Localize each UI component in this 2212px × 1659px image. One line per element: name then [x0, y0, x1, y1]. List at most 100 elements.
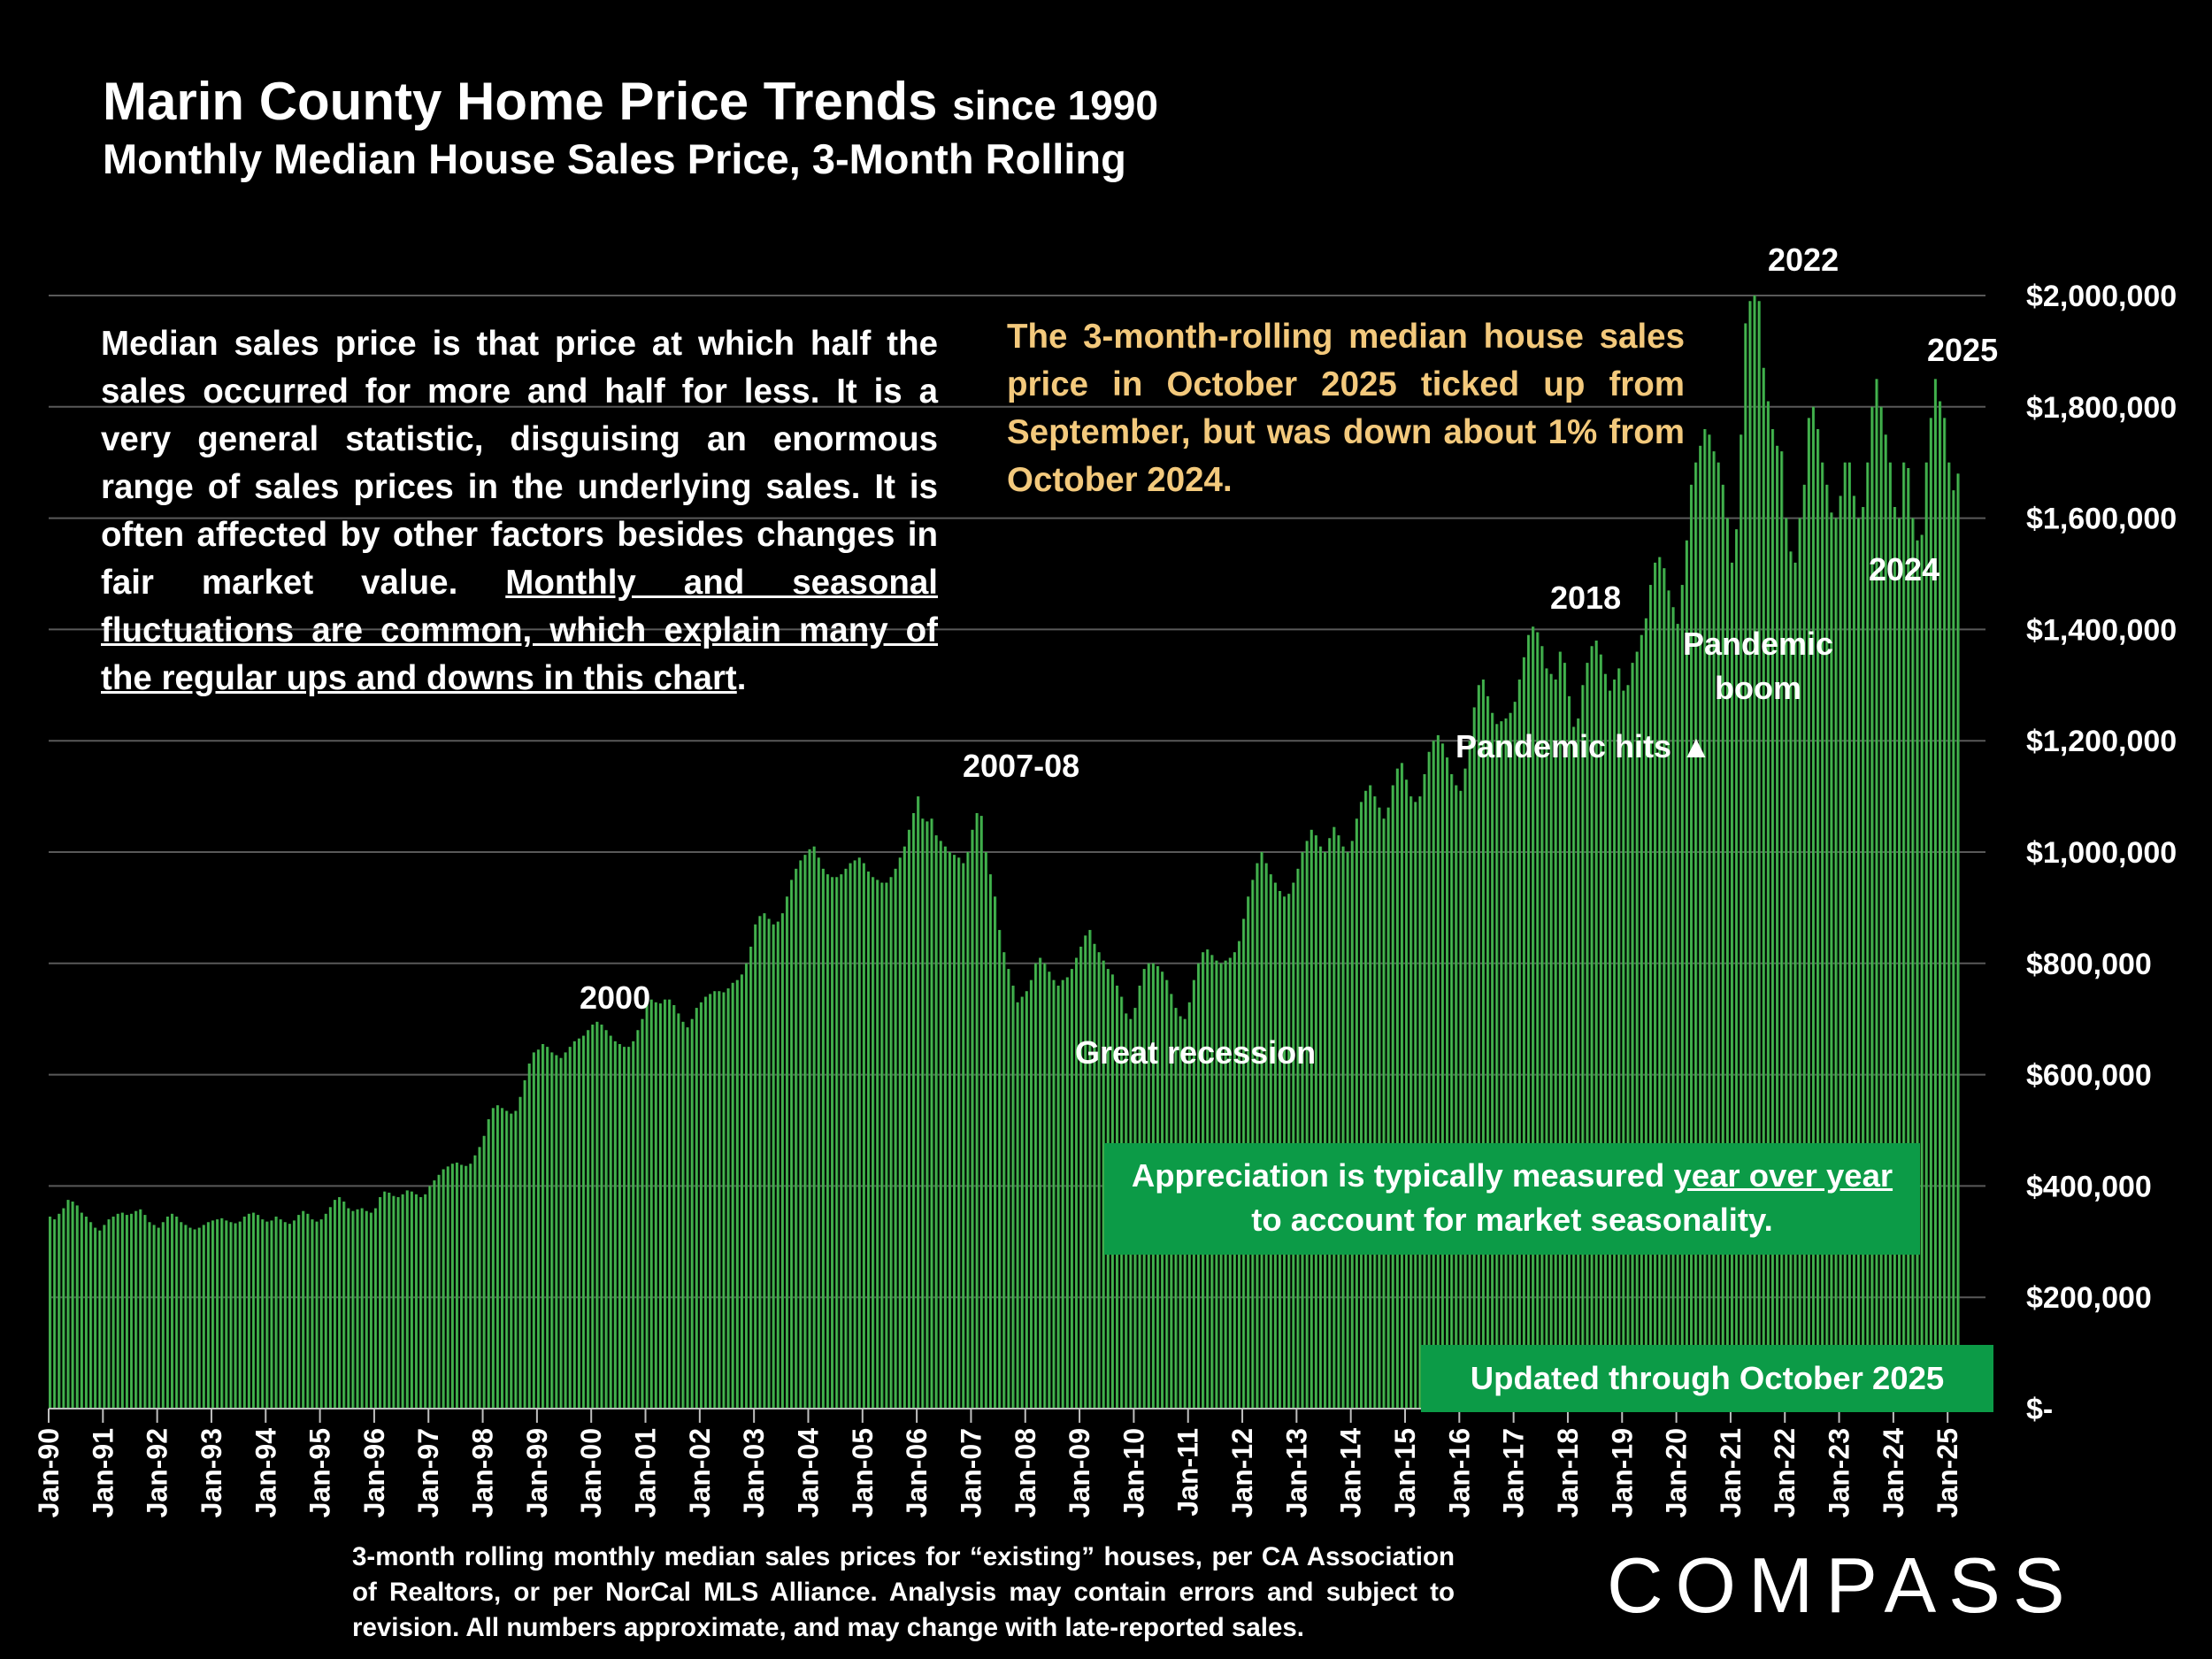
annotation: Great recession	[1075, 1034, 1316, 1071]
bar-highlight	[203, 1225, 204, 1409]
bar-highlight	[1844, 462, 1846, 1409]
bar-highlight	[777, 921, 779, 1409]
bar-highlight	[1053, 979, 1055, 1409]
bar-highlight	[1699, 445, 1701, 1409]
bar-highlight	[722, 992, 725, 1409]
bar-highlight	[469, 1164, 472, 1409]
bar-highlight	[139, 1209, 141, 1409]
bar-highlight	[62, 1208, 65, 1409]
bar-highlight	[1677, 624, 1678, 1409]
bar-highlight	[451, 1164, 453, 1409]
bar-highlight	[438, 1174, 440, 1409]
bar-highlight	[1649, 585, 1651, 1409]
bar-highlight	[578, 1038, 580, 1409]
bar-highlight	[175, 1216, 177, 1409]
bar-highlight	[1017, 1002, 1018, 1409]
bar-highlight	[1347, 852, 1348, 1409]
bar-highlight	[541, 1044, 543, 1409]
bar-highlight	[962, 863, 964, 1409]
bar-highlight	[1663, 568, 1665, 1409]
bar-highlight	[935, 835, 937, 1409]
bar-highlight	[921, 818, 924, 1409]
bar-highlight	[1514, 702, 1516, 1409]
bar-highlight	[569, 1047, 571, 1409]
x-axis: Jan-90 Jan-91 Jan-92 Jan-93 Jan-94 Jan-95 Jan-…	[33, 1408, 1963, 1517]
x-tick-label: Jan-00	[575, 1428, 607, 1517]
bar-highlight	[1546, 668, 1548, 1409]
bar-highlight	[1744, 323, 1747, 1409]
bar-highlight	[329, 1207, 331, 1409]
bar-highlight	[519, 1096, 521, 1409]
bar-highlight	[573, 1041, 575, 1409]
bar-highlight	[799, 860, 802, 1409]
bar-highlight	[1066, 977, 1068, 1409]
bar-highlight	[419, 1196, 421, 1409]
bar-highlight	[1885, 434, 1886, 1409]
bar-highlight	[1098, 952, 1100, 1409]
bar-highlight	[1848, 462, 1850, 1409]
explanation-text: Median sales price is that price at whic…	[101, 320, 938, 703]
bar-highlight	[803, 855, 806, 1409]
bar-highlight	[1876, 379, 1878, 1409]
bar-highlight	[872, 877, 873, 1409]
footnote: 3-month rolling monthly median sales pri…	[352, 1542, 1455, 1642]
bar-highlight	[1418, 796, 1421, 1409]
bar-highlight	[1870, 406, 1873, 1409]
bar-highlight	[1703, 428, 1706, 1409]
bar-highlight	[727, 988, 729, 1409]
x-tick-label: Jan-21	[1715, 1428, 1747, 1517]
bar-highlight	[524, 1079, 526, 1409]
bar-highlight	[1424, 773, 1425, 1409]
bar-highlight	[1088, 930, 1091, 1409]
bar-highlight	[533, 1052, 534, 1409]
bar-highlight	[1799, 518, 1801, 1409]
bar-highlight	[1916, 540, 1918, 1409]
bar-highlight	[1626, 685, 1629, 1409]
bar-highlight	[1360, 802, 1362, 1409]
y-tick-label: $400,000	[2026, 1170, 2152, 1203]
bar-highlight	[225, 1220, 227, 1409]
bar-highlight	[1495, 724, 1497, 1409]
chart-title-suffix: since 1990	[952, 82, 1158, 128]
bar-highlight	[1012, 985, 1014, 1409]
bar-highlight	[270, 1220, 273, 1409]
bar-highlight	[885, 882, 887, 1409]
bar-highlight	[1075, 957, 1077, 1409]
appreciation-part2: to account for market seasonality.	[1251, 1202, 1773, 1238]
bar-highlight	[1694, 462, 1696, 1409]
bar-highlight	[248, 1213, 250, 1409]
bar-highlight	[610, 1035, 611, 1409]
bar-highlight	[659, 1003, 661, 1409]
bar-highlight	[863, 863, 864, 1409]
bar-highlight	[1767, 401, 1769, 1409]
y-tick-label: $2,000,000	[2026, 280, 2177, 313]
x-tick-label: Jan-11	[1172, 1428, 1204, 1517]
bar-highlight	[1383, 818, 1385, 1409]
bar-highlight	[844, 868, 847, 1409]
bar-highlight	[374, 1208, 376, 1409]
bar-highlight	[772, 924, 774, 1409]
bar-highlight	[1880, 406, 1882, 1409]
bar-highlight	[849, 863, 851, 1409]
bar-highlight	[867, 872, 869, 1409]
bar-highlight	[316, 1221, 318, 1409]
x-tick-label: Jan-97	[412, 1428, 444, 1517]
bar-highlight	[1043, 963, 1045, 1409]
bar-highlight	[809, 849, 810, 1409]
bar-highlight	[1934, 379, 1936, 1409]
bar-highlight	[239, 1221, 241, 1409]
bar-highlight	[903, 846, 905, 1409]
bar-highlight	[1351, 841, 1353, 1409]
bar-highlight	[795, 868, 796, 1409]
bar-highlight	[1405, 780, 1407, 1409]
bar-highlight	[931, 818, 933, 1409]
bar-highlight	[745, 963, 747, 1409]
bar-highlight	[108, 1219, 110, 1409]
explanation-part1: Median sales price is that price at whic…	[101, 325, 938, 602]
appreciation-part1: Appreciation is typically measured	[1131, 1157, 1674, 1194]
bar-highlight	[1025, 991, 1027, 1409]
bar-highlight	[636, 1030, 639, 1409]
x-tick-label: Jan-92	[142, 1428, 173, 1517]
bar-highlight	[1857, 518, 1859, 1409]
y-tick-label: $600,000	[2026, 1059, 2152, 1093]
